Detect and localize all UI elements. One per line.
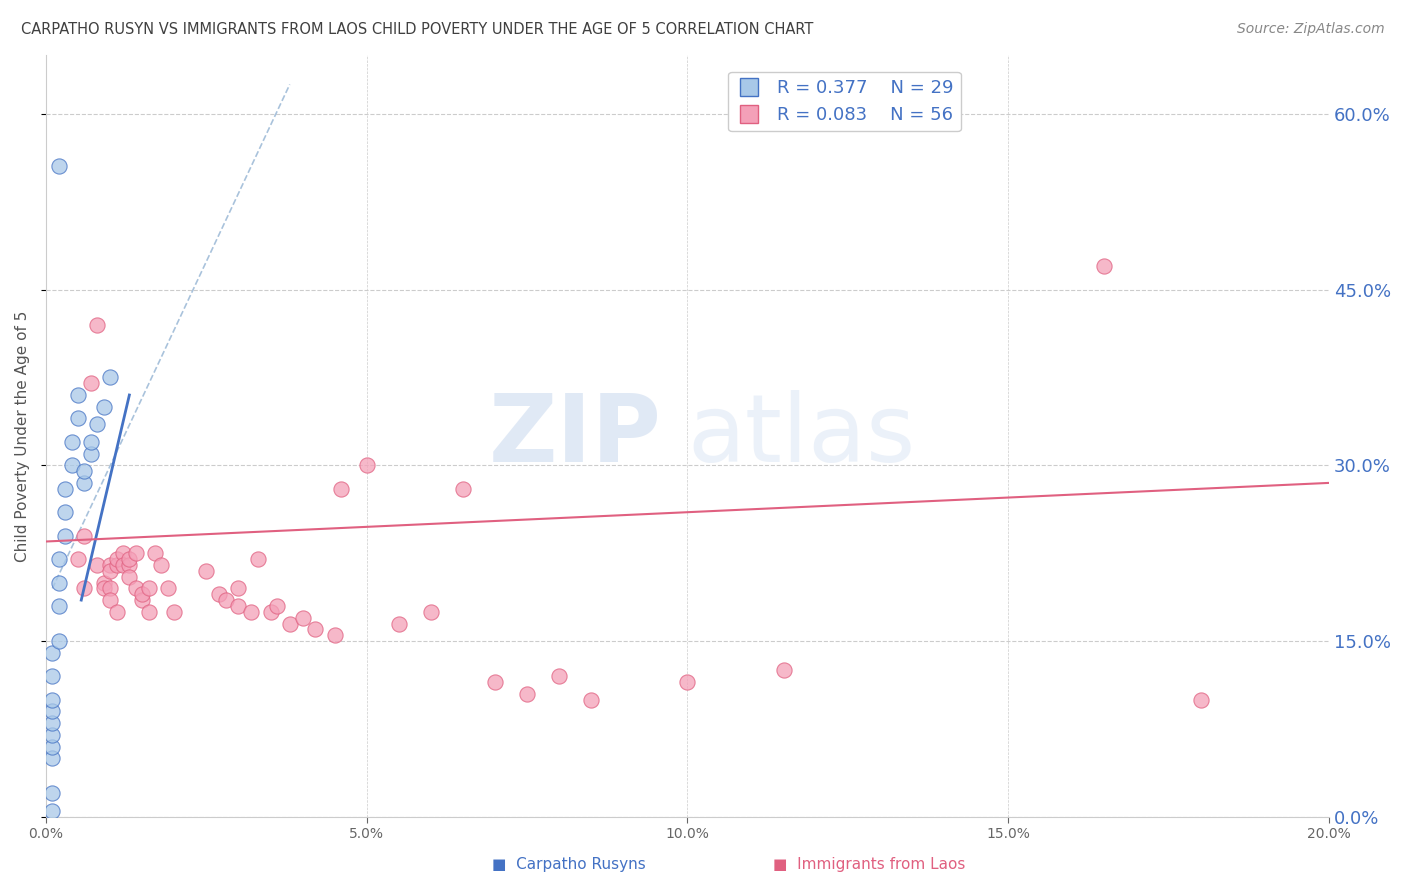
Point xyxy=(41,804,63,818)
Point xyxy=(41,728,63,742)
Point xyxy=(60,434,83,449)
Point xyxy=(291,610,314,624)
Point xyxy=(118,558,141,572)
Point xyxy=(105,605,128,619)
Point xyxy=(53,482,76,496)
Point xyxy=(208,587,231,601)
Point xyxy=(48,552,70,566)
Point xyxy=(278,616,301,631)
Point xyxy=(323,628,346,642)
Point xyxy=(676,675,699,690)
Point xyxy=(1189,692,1212,706)
Point xyxy=(156,582,179,596)
Point xyxy=(41,705,63,719)
Point xyxy=(98,370,121,384)
Point xyxy=(41,787,63,801)
Text: ZIP: ZIP xyxy=(489,390,662,482)
Point xyxy=(86,558,108,572)
Point xyxy=(41,692,63,706)
Point xyxy=(1094,259,1116,273)
Point xyxy=(118,569,141,583)
Y-axis label: Child Poverty Under the Age of 5: Child Poverty Under the Age of 5 xyxy=(15,310,30,562)
Point xyxy=(80,447,103,461)
Text: ■  Carpatho Rusyns: ■ Carpatho Rusyns xyxy=(492,857,645,872)
Point xyxy=(516,687,538,701)
Point xyxy=(195,564,218,578)
Point xyxy=(484,675,506,690)
Point xyxy=(86,318,108,332)
Point xyxy=(228,582,250,596)
Point xyxy=(259,605,281,619)
Point xyxy=(356,458,378,473)
Point xyxy=(73,475,96,490)
Point xyxy=(67,411,90,425)
Point xyxy=(240,605,263,619)
Point xyxy=(118,552,141,566)
Point xyxy=(48,575,70,590)
Legend: R = 0.377    N = 29, R = 0.083    N = 56: R = 0.377 N = 29, R = 0.083 N = 56 xyxy=(728,71,960,131)
Point xyxy=(131,593,153,607)
Text: Source: ZipAtlas.com: Source: ZipAtlas.com xyxy=(1237,22,1385,37)
Point xyxy=(41,669,63,683)
Point xyxy=(246,552,269,566)
Point xyxy=(41,751,63,765)
Point xyxy=(451,482,474,496)
Point xyxy=(138,582,160,596)
Point xyxy=(98,564,121,578)
Point xyxy=(419,605,441,619)
Point xyxy=(41,739,63,754)
Point xyxy=(93,582,115,596)
Point xyxy=(163,605,186,619)
Point xyxy=(98,582,121,596)
Point xyxy=(73,582,96,596)
Point xyxy=(80,376,103,391)
Point xyxy=(48,599,70,613)
Point xyxy=(93,575,115,590)
Text: atlas: atlas xyxy=(688,390,915,482)
Point xyxy=(581,692,603,706)
Point xyxy=(80,434,103,449)
Point xyxy=(143,546,166,560)
Point xyxy=(48,634,70,648)
Point xyxy=(150,558,173,572)
Point xyxy=(111,558,134,572)
Point xyxy=(105,558,128,572)
Point xyxy=(48,160,70,174)
Point xyxy=(388,616,411,631)
Point xyxy=(53,505,76,519)
Point xyxy=(138,605,160,619)
Point xyxy=(86,417,108,432)
Text: CARPATHO RUSYN VS IMMIGRANTS FROM LAOS CHILD POVERTY UNDER THE AGE OF 5 CORRELAT: CARPATHO RUSYN VS IMMIGRANTS FROM LAOS C… xyxy=(21,22,814,37)
Point xyxy=(41,716,63,731)
Point xyxy=(111,546,134,560)
Point xyxy=(73,464,96,478)
Point xyxy=(73,528,96,542)
Point xyxy=(330,482,353,496)
Point xyxy=(105,552,128,566)
Point xyxy=(304,623,326,637)
Point xyxy=(67,388,90,402)
Point xyxy=(53,528,76,542)
Point xyxy=(98,593,121,607)
Point xyxy=(125,582,148,596)
Point xyxy=(214,593,236,607)
Point xyxy=(60,458,83,473)
Point xyxy=(93,400,115,414)
Point xyxy=(548,669,571,683)
Point xyxy=(67,552,90,566)
Point xyxy=(772,664,794,678)
Point xyxy=(98,558,121,572)
Point xyxy=(131,587,153,601)
Point xyxy=(266,599,288,613)
Point xyxy=(125,546,148,560)
Point xyxy=(228,599,250,613)
Text: ■  Immigrants from Laos: ■ Immigrants from Laos xyxy=(773,857,966,872)
Point xyxy=(41,646,63,660)
